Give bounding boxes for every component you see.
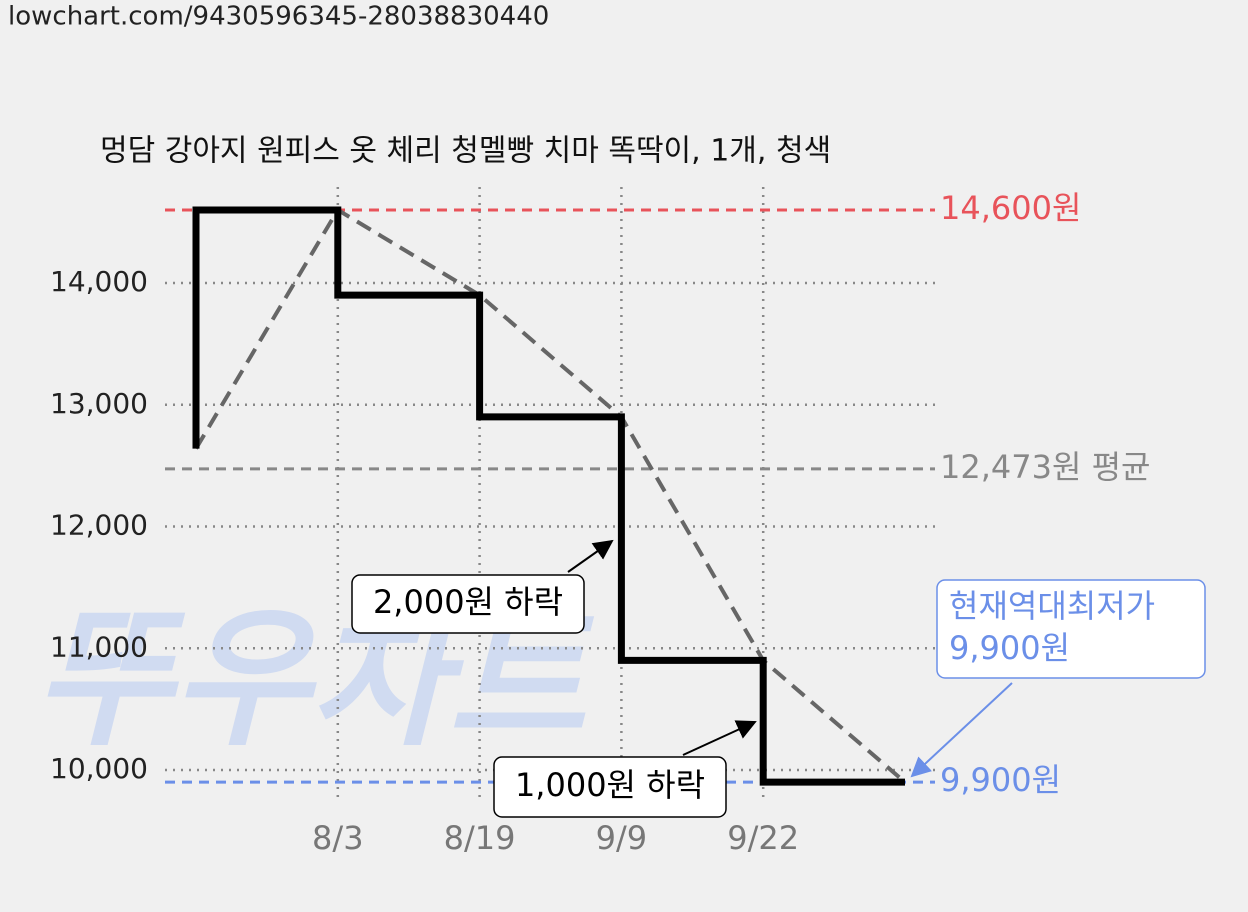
annotation-box xyxy=(493,756,727,818)
url: lowchart.com/9430596345-28038830440 xyxy=(8,2,549,32)
annotation-text: 2,000원 하락 xyxy=(373,583,563,621)
y-tick-label: 12,000 xyxy=(50,509,148,542)
x-tick-label: 9/9 xyxy=(596,819,648,857)
annotation-text: 9,900원 xyxy=(949,629,1070,667)
annotation-text: 현재역대최저가 xyxy=(949,587,1155,625)
annotation-arrow xyxy=(910,682,1013,778)
reference-label: 12,473원 평균 xyxy=(940,448,1150,486)
x-tick-label: 8/19 xyxy=(444,819,516,857)
annotation-arrow xyxy=(567,539,614,573)
x-tick-label: 9/22 xyxy=(727,819,799,857)
reference-label: 9,900원 xyxy=(940,761,1061,799)
trend-line xyxy=(194,207,907,784)
y-tick-label: 11,000 xyxy=(50,630,148,663)
annotation-box xyxy=(351,574,585,634)
y-tick-label: 13,000 xyxy=(50,387,148,420)
annotation-text: 1,000원 하락 xyxy=(515,766,705,804)
annotation-arrow xyxy=(682,720,757,756)
step-line xyxy=(192,206,905,786)
annotation-box xyxy=(936,579,1206,679)
y-tick-label: 10,000 xyxy=(50,752,148,785)
y-tick-label: 14,000 xyxy=(50,265,148,298)
chart-title: 멍담 강아지 원피스 옷 체리 청멜빵 치마 똑딱이, 1개, 청색 xyxy=(100,134,831,169)
reference-label: 14,600원 xyxy=(940,189,1081,227)
x-tick-label: 8/3 xyxy=(312,819,364,857)
